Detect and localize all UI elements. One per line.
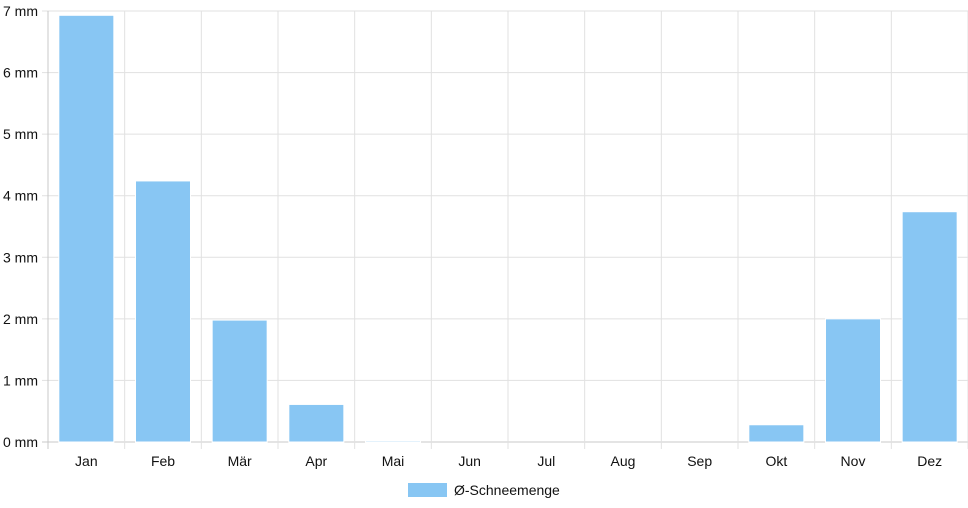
grid — [42, 10, 968, 449]
x-tick-label: Apr — [305, 453, 327, 469]
legend-swatch[interactable] — [408, 483, 447, 497]
y-tick-label: 5 mm — [3, 126, 38, 142]
x-tick-label: Sep — [687, 453, 712, 469]
x-tick-label: Jan — [75, 453, 98, 469]
x-tick-label: Feb — [151, 453, 175, 469]
y-tick-label: 4 mm — [3, 188, 38, 204]
bar-nov[interactable] — [825, 318, 881, 443]
x-tick-label: Nov — [841, 453, 866, 469]
x-tick-label: Mai — [382, 453, 405, 469]
y-tick-label: 6 mm — [3, 65, 38, 81]
legend-label[interactable]: Ø-Schneemenge — [454, 482, 560, 498]
x-tick-label: Aug — [611, 453, 636, 469]
bar-series — [58, 14, 958, 443]
y-tick-label: 0 mm — [3, 434, 38, 450]
bar-okt[interactable] — [748, 424, 805, 443]
x-tick-label: Okt — [765, 453, 787, 469]
bar-feb[interactable] — [135, 180, 191, 443]
y-tick-label: 1 mm — [3, 372, 38, 388]
y-tick-label: 3 mm — [3, 249, 38, 265]
x-tick-label: Jul — [537, 453, 555, 469]
bar-dez[interactable] — [901, 211, 958, 443]
bar-apr[interactable] — [288, 403, 345, 443]
bar-jan[interactable] — [58, 14, 115, 443]
x-tick-label: Mär — [228, 453, 252, 469]
bar-mai[interactable] — [365, 440, 421, 443]
y-tick-label: 7 mm — [3, 3, 38, 19]
x-axis: Jan Feb Mär Apr Mai Jun Jul Aug Sep Okt Nov Dez — [75, 453, 942, 469]
y-axis: 0 mm 1 mm 2 mm 3 mm 4 mm 5 mm 6 mm 7 mm — [3, 3, 38, 450]
x-tick-label: Jun — [458, 453, 481, 469]
legend[interactable]: Ø-Schneemenge — [408, 482, 560, 498]
x-tick-label: Dez — [917, 453, 942, 469]
bar-mär[interactable] — [211, 319, 268, 443]
y-tick-label: 2 mm — [3, 311, 38, 327]
